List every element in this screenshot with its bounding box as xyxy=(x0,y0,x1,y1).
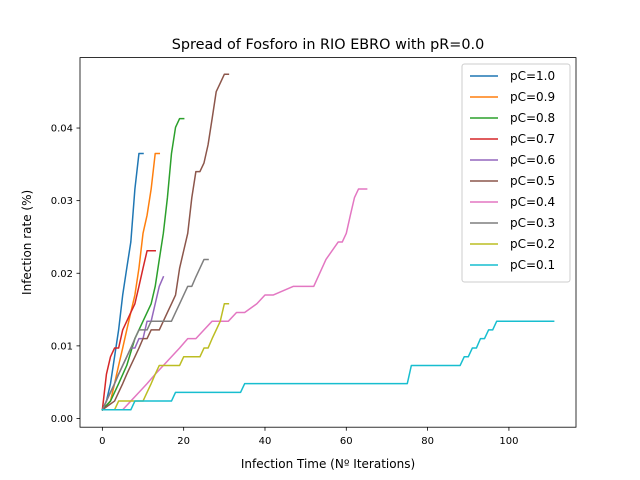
legend-label-2: pC=0.8 xyxy=(510,111,555,125)
series-line-5 xyxy=(101,73,230,411)
legend-label-9: pC=0.1 xyxy=(510,258,555,272)
series-line-8 xyxy=(101,303,230,411)
x-tick-label: 20 xyxy=(177,436,190,447)
x-tick-label: 40 xyxy=(259,436,272,447)
y-tick-label: 0.01 xyxy=(51,341,73,352)
series-line-2 xyxy=(101,117,185,411)
x-axis-label: Infection Time (Nº Iterations) xyxy=(241,457,415,471)
series-line-7 xyxy=(101,258,209,411)
series-line-3 xyxy=(101,250,156,411)
legend-label-3: pC=0.7 xyxy=(510,132,555,146)
x-tick-label: 60 xyxy=(340,436,353,447)
y-tick-label: 0.03 xyxy=(51,196,73,207)
y-tick-label: 0.04 xyxy=(51,124,73,135)
x-axis-ticks: 0 20 40 60 80 100 xyxy=(99,427,518,447)
legend-label-0: pC=1.0 xyxy=(510,69,555,83)
y-tick-label: 0.02 xyxy=(51,269,73,280)
legend-label-1: pC=0.9 xyxy=(510,90,555,104)
plot-frame xyxy=(79,57,577,428)
series-line-9 xyxy=(101,320,555,411)
y-tick-label: 0.00 xyxy=(51,414,73,425)
legend-label-4: pC=0.6 xyxy=(510,153,555,167)
legend-label-6: pC=0.4 xyxy=(510,195,555,209)
x-tick-label: 100 xyxy=(499,436,518,447)
legend-label-8: pC=0.2 xyxy=(510,237,555,251)
x-tick-label: 0 xyxy=(99,436,105,447)
y-axis-ticks: 0.00 0.01 0.02 0.03 0.04 xyxy=(51,124,80,425)
series-line-0 xyxy=(101,152,144,411)
x-tick-label: 80 xyxy=(421,436,434,447)
legend: pC=1.0 pC=0.9 pC=0.8 pC=0.7 pC=0.6 pC=0.5 pC=0… xyxy=(461,63,571,283)
legend-label-7: pC=0.3 xyxy=(510,216,555,230)
y-axis-label: Infection rate (%) xyxy=(20,190,34,295)
legend-label-5: pC=0.5 xyxy=(510,174,555,188)
plot-lines xyxy=(101,73,555,411)
chart-title: Spread of Fosforo in RIO EBRO with pR=0.… xyxy=(172,37,485,53)
